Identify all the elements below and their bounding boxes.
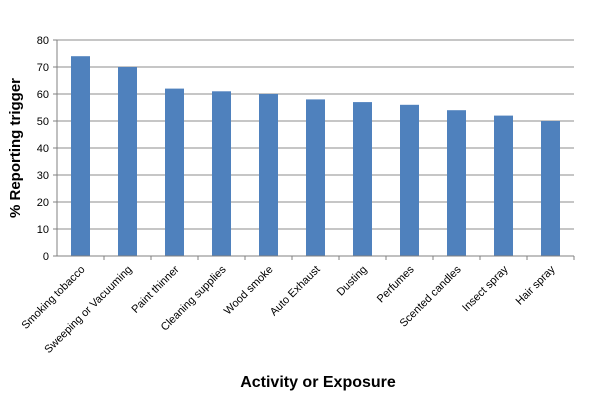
- x-tick-label: Paint thinner: [129, 263, 181, 315]
- bar: [400, 104, 419, 256]
- y-axis-title: % Reporting trigger: [7, 78, 24, 218]
- y-tick-label: 70: [37, 62, 49, 74]
- x-tick-label: Perfumes: [375, 263, 417, 305]
- y-tick-label: 20: [37, 197, 49, 209]
- x-tick-label: Auto Exhaust: [268, 264, 323, 319]
- bar: [306, 99, 325, 257]
- x-tick-label: Sweeping or Vacuuming: [42, 264, 134, 356]
- y-tick-label: 40: [37, 143, 49, 155]
- y-tick-label: 50: [37, 116, 49, 128]
- y-tick-label: 0: [43, 251, 49, 263]
- x-axis-title: Activity or Exposure: [240, 374, 396, 391]
- bar: [259, 94, 278, 256]
- bars: [71, 56, 560, 257]
- x-tick-label: Insect spray: [460, 263, 511, 314]
- y-tick-label: 60: [37, 89, 49, 101]
- y-tick-label: 10: [37, 224, 49, 236]
- bar: [118, 67, 137, 256]
- bar: [353, 102, 372, 256]
- y-tick-label: 30: [37, 170, 49, 182]
- bar: [447, 110, 466, 256]
- x-tick-label: Hair spray: [514, 263, 558, 307]
- bar: [212, 91, 231, 256]
- y-tick-labels: 0 10 20 30 40 50 60 70 80: [37, 35, 57, 263]
- bar: [71, 56, 90, 257]
- bar: [541, 121, 560, 256]
- y-tick-label: 80: [37, 35, 49, 47]
- bar: [494, 115, 513, 256]
- x-tick-label: Dusting: [335, 264, 370, 299]
- bar: [165, 88, 184, 256]
